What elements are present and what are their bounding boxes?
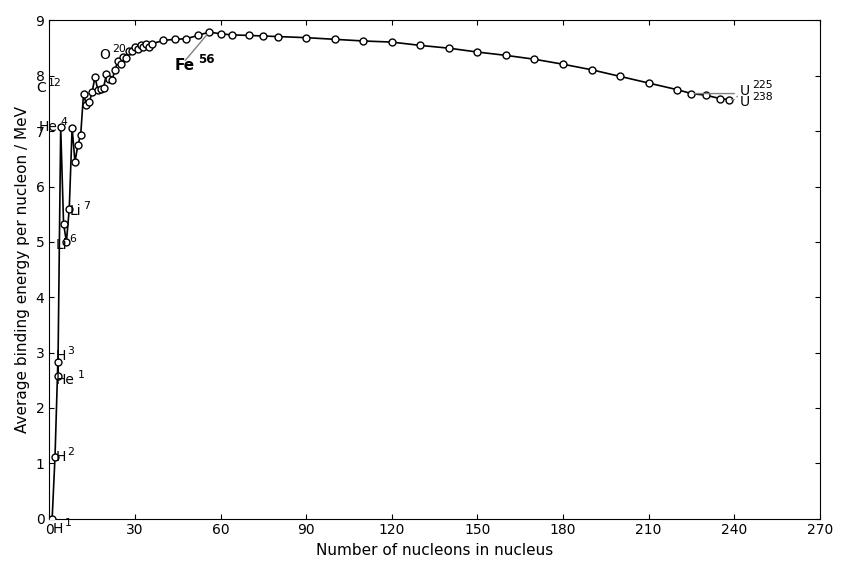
Text: 3: 3 xyxy=(68,346,75,356)
Text: He: He xyxy=(38,120,58,134)
Text: 1: 1 xyxy=(77,370,85,380)
Text: He: He xyxy=(55,373,75,387)
Text: 12: 12 xyxy=(47,78,62,88)
Y-axis label: Average binding energy per nucleon / MeV: Average binding energy per nucleon / MeV xyxy=(15,106,30,433)
Text: 1: 1 xyxy=(64,518,71,528)
Text: Li: Li xyxy=(55,238,67,252)
Text: 7: 7 xyxy=(83,201,91,211)
Text: H: H xyxy=(53,521,63,536)
Text: U: U xyxy=(740,84,750,98)
Text: Li: Li xyxy=(70,205,81,218)
Text: 6: 6 xyxy=(69,234,76,244)
Text: 2: 2 xyxy=(68,447,75,457)
Text: H: H xyxy=(55,350,66,363)
Text: H: H xyxy=(55,450,66,464)
Text: O: O xyxy=(99,48,110,62)
Text: 56: 56 xyxy=(198,53,215,66)
X-axis label: Number of nucleons in nucleus: Number of nucleons in nucleus xyxy=(316,543,553,558)
Text: C: C xyxy=(36,81,46,95)
Text: 225: 225 xyxy=(752,80,773,91)
Text: Fe: Fe xyxy=(175,58,195,73)
Text: U: U xyxy=(740,96,750,109)
Text: 238: 238 xyxy=(752,92,773,102)
Text: 4: 4 xyxy=(60,117,68,127)
Text: 20: 20 xyxy=(112,45,126,54)
